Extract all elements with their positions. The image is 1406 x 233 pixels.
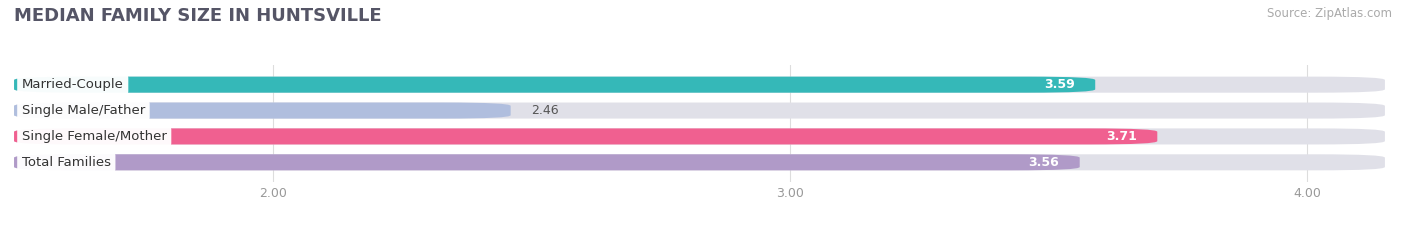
FancyBboxPatch shape: [14, 128, 1385, 144]
Text: Single Male/Father: Single Male/Father: [22, 104, 145, 117]
FancyBboxPatch shape: [14, 154, 1385, 170]
Text: 3.59: 3.59: [1043, 78, 1074, 91]
FancyBboxPatch shape: [14, 103, 1385, 119]
Text: Total Families: Total Families: [22, 156, 111, 169]
FancyBboxPatch shape: [14, 103, 510, 119]
Text: Single Female/Mother: Single Female/Mother: [22, 130, 167, 143]
Text: 2.46: 2.46: [531, 104, 560, 117]
FancyBboxPatch shape: [14, 77, 1095, 93]
FancyBboxPatch shape: [14, 154, 1080, 170]
FancyBboxPatch shape: [14, 128, 1157, 144]
Text: Source: ZipAtlas.com: Source: ZipAtlas.com: [1267, 7, 1392, 20]
Text: Married-Couple: Married-Couple: [22, 78, 124, 91]
Text: MEDIAN FAMILY SIZE IN HUNTSVILLE: MEDIAN FAMILY SIZE IN HUNTSVILLE: [14, 7, 381, 25]
Text: 3.56: 3.56: [1028, 156, 1059, 169]
Text: 3.71: 3.71: [1105, 130, 1136, 143]
FancyBboxPatch shape: [14, 77, 1385, 93]
